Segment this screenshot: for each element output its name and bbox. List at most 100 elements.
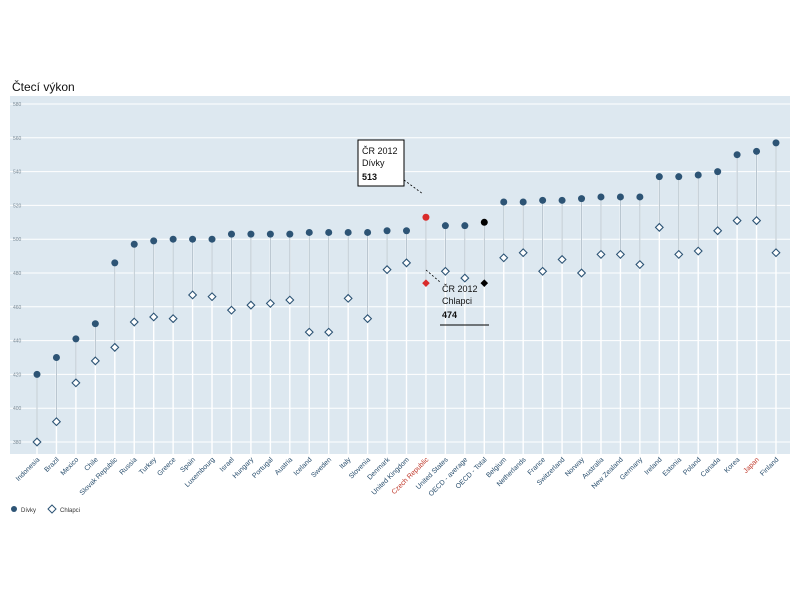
legend-boys-label: Chlapci [60,508,80,514]
boys-point [538,266,548,276]
boys-point [422,279,430,287]
girls-point [286,230,294,238]
annotation-boys-line-2: Chlapci [442,296,472,306]
y-tick-label: 460 [13,305,22,311]
girls-point [33,370,41,378]
boys-point [654,222,664,232]
chart-title: Čtecí výkon [12,80,75,94]
boys-point [674,249,684,259]
x-tick-label: Russia [119,456,139,476]
girls-point [72,335,80,343]
x-tick-label: Turkey [138,456,158,476]
boys-point [635,259,645,270]
boys-point [285,295,295,305]
y-tick-label: 480 [13,271,22,277]
boys-point [693,246,703,256]
girls-point [422,213,430,221]
y-tick-label: 500 [13,237,22,243]
girls-point [150,237,158,245]
girls-point [325,228,333,236]
girls-point [344,228,352,236]
girls-point [169,235,177,243]
girls-point [305,228,313,236]
x-tick-label: Slovak Republic [79,456,120,497]
boys-series [32,216,781,447]
girls-point [694,171,702,179]
y-tick-label: 540 [13,170,22,176]
girls-point [403,227,410,235]
girls-point [558,196,566,204]
y-tick-label: 380 [13,440,22,446]
x-tick-label: Estonia [662,456,684,478]
legend-girls-marker [11,506,17,512]
legend-girls-label: Dívky [21,508,36,514]
girls-point [91,320,99,328]
girls-point [597,193,605,201]
girls-point [461,222,469,230]
y-tick-label: 400 [13,406,22,412]
girls-point [441,222,449,230]
annotation-boys-line-1: ČR 2012 [442,284,478,294]
boys-point [440,266,450,276]
legend: Dívky Chlapci [11,504,80,514]
x-tick-label: Mexico [60,456,81,477]
girls-point [111,259,119,267]
y-tick-label: 580 [13,102,22,108]
annotation-girls-line-1: ČR 2012 [362,146,398,156]
boys-point [226,305,237,315]
annotation-girls-box [357,139,405,187]
boys-point [576,268,587,278]
girls-point [247,230,255,238]
girls-point [227,230,235,238]
boys-point [518,248,528,258]
boys-point [188,290,198,300]
boys-point [363,314,373,324]
x-tick-label: Israel [219,456,236,473]
boys-point [713,226,723,236]
annotation-boys-leader [425,269,441,283]
boys-point [71,378,81,388]
x-tick-label: Sweden [310,456,333,479]
girls-point [733,151,741,159]
girls-point [130,240,138,248]
annotation-boys: ČR 2012 Chlapci 474 [425,269,489,326]
annotation-girls-value: 513 [362,172,377,182]
boys-point [401,258,412,268]
y-tick-labels: 380 400 420 440 460 480 500 520 540 560 580 [13,102,22,446]
boys-point [110,342,120,352]
girls-point [636,193,644,201]
boys-point [304,327,314,337]
girls-point [714,168,722,176]
boys-point [168,314,178,324]
x-tick-label: Brazil [44,456,62,474]
annotation-boys-value: 474 [442,310,457,320]
annotation-girls: ČR 2012 Dívky 513 [357,139,424,195]
girls-point [578,195,586,203]
girls-point [655,173,663,181]
girls-point [208,235,216,243]
boys-point [732,216,742,226]
girls-point [383,227,391,235]
girls-point [616,193,624,201]
x-tick-label: Japan [743,456,762,475]
girls-point [753,147,761,155]
girls-point [364,228,372,236]
boys-point [90,356,100,366]
x-tick-label: Spain [179,456,197,474]
x-tick-label: Greece [156,456,177,477]
x-tick-label: Canada [700,456,722,478]
boys-point [324,327,334,337]
girls-point [772,139,780,147]
boys-point [596,249,606,259]
x-tick-label: Chile [84,456,100,472]
boys-point [771,248,781,258]
annotation-girls-line-2: Dívky [362,158,385,168]
x-tick-label: Korea [723,456,741,474]
boys-point [382,265,392,275]
girls-point [266,230,274,238]
boys-point [32,437,42,447]
girls-point [52,354,60,361]
y-tick-label: 440 [13,339,22,345]
